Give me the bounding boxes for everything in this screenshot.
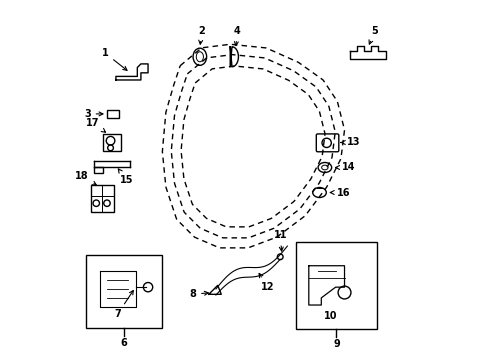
Text: 15: 15 — [118, 169, 133, 185]
Text: 18: 18 — [75, 171, 96, 185]
Text: 1: 1 — [102, 48, 127, 70]
Bar — [85, 255, 162, 328]
Text: 12: 12 — [259, 274, 274, 292]
Bar — [296, 242, 376, 329]
Bar — [107, 110, 119, 118]
Bar — [94, 167, 103, 173]
Bar — [103, 134, 121, 152]
Text: 6: 6 — [121, 338, 127, 348]
Text: 9: 9 — [332, 339, 339, 349]
Text: 13: 13 — [340, 138, 360, 148]
Text: 10: 10 — [323, 311, 336, 321]
Text: 8: 8 — [189, 289, 208, 299]
Text: 17: 17 — [86, 118, 105, 132]
Text: 5: 5 — [368, 26, 378, 44]
Text: 4: 4 — [233, 26, 240, 46]
Text: 7: 7 — [114, 291, 133, 319]
Bar — [91, 185, 114, 212]
Text: 16: 16 — [330, 188, 350, 198]
Text: 3: 3 — [84, 109, 103, 119]
Text: 14: 14 — [335, 162, 355, 172]
Text: 11: 11 — [273, 230, 286, 251]
Text: 2: 2 — [198, 26, 204, 44]
